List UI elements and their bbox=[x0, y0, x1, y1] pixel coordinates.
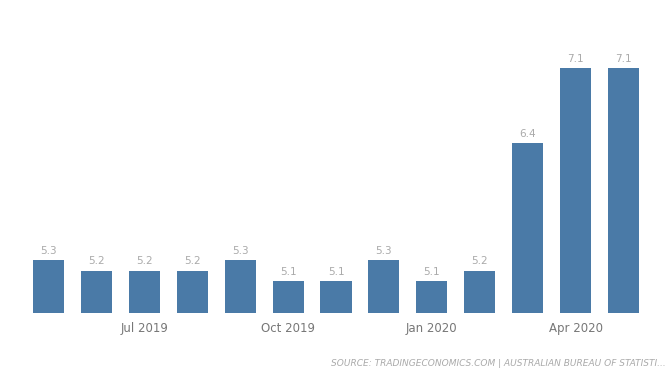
Bar bbox=[224, 260, 256, 372]
Text: 7.1: 7.1 bbox=[615, 54, 632, 64]
Text: 6.4: 6.4 bbox=[519, 129, 536, 139]
Text: 5.3: 5.3 bbox=[232, 246, 249, 256]
Bar bbox=[464, 271, 495, 372]
Bar bbox=[129, 271, 160, 372]
Bar bbox=[33, 260, 64, 372]
Bar bbox=[416, 281, 448, 372]
Bar bbox=[177, 271, 208, 372]
Text: SOURCE: TRADINGECONOMICS.COM | AUSTRALIAN BUREAU OF STATISTI...: SOURCE: TRADINGECONOMICS.COM | AUSTRALIA… bbox=[331, 359, 665, 368]
Text: 5.2: 5.2 bbox=[472, 256, 488, 266]
Text: 7.1: 7.1 bbox=[567, 54, 584, 64]
Bar bbox=[608, 68, 639, 372]
Text: 5.2: 5.2 bbox=[184, 256, 200, 266]
Text: 5.1: 5.1 bbox=[280, 267, 296, 277]
Bar bbox=[273, 281, 304, 372]
Bar bbox=[368, 260, 399, 372]
Bar bbox=[512, 143, 543, 372]
Text: 5.2: 5.2 bbox=[136, 256, 153, 266]
Bar bbox=[81, 271, 112, 372]
Bar bbox=[560, 68, 591, 372]
Text: 5.3: 5.3 bbox=[376, 246, 392, 256]
Bar bbox=[321, 281, 351, 372]
Text: 5.1: 5.1 bbox=[423, 267, 440, 277]
Text: 5.3: 5.3 bbox=[40, 246, 57, 256]
Text: 5.1: 5.1 bbox=[328, 267, 344, 277]
Text: 5.2: 5.2 bbox=[88, 256, 105, 266]
